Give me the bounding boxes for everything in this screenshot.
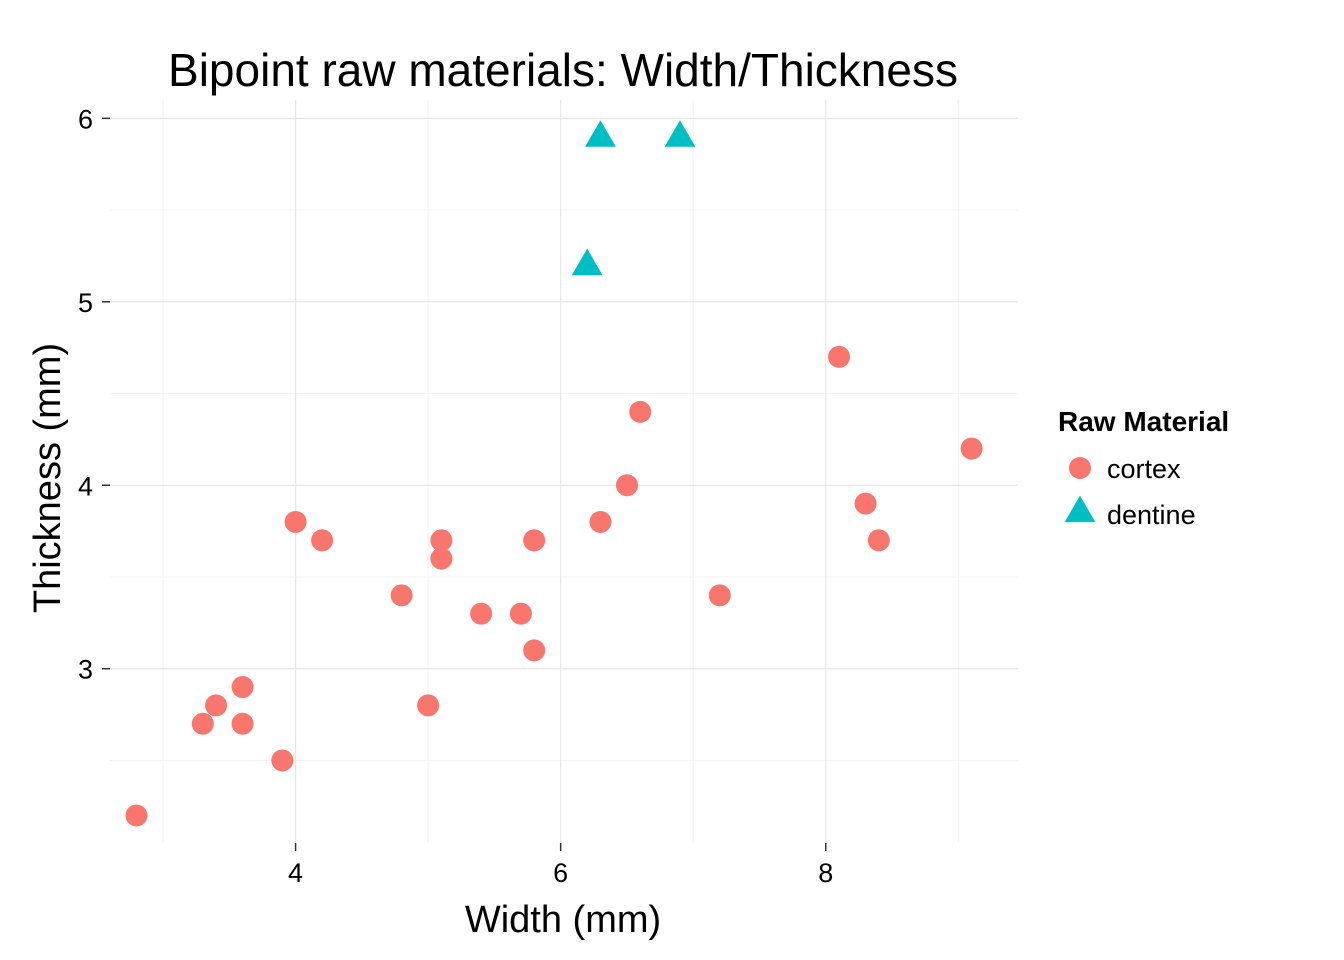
x-tick-label: 4 <box>288 858 303 888</box>
data-point-cortex <box>430 547 453 570</box>
legend-key-dentine <box>1064 495 1096 523</box>
data-point-cortex <box>284 510 307 533</box>
y-tick-label: 5 <box>78 288 93 318</box>
data-point-cortex <box>271 749 294 772</box>
legend-title: Raw Material <box>1058 406 1229 437</box>
data-point-cortex <box>615 474 638 497</box>
y-axis-title: Thickness (mm) <box>27 343 69 613</box>
data-point-dentine <box>585 120 616 147</box>
data-points <box>125 120 983 827</box>
y-tick-label: 6 <box>78 104 93 134</box>
x-tick-label: 8 <box>818 858 833 888</box>
chart-title: Bipoint raw materials: Width/Thickness <box>168 44 958 96</box>
grid <box>110 100 1018 843</box>
x-axis-title: Width (mm) <box>465 899 661 941</box>
data-point-cortex <box>867 529 890 552</box>
data-point-cortex <box>708 584 731 607</box>
data-point-cortex <box>854 492 877 515</box>
x-tick-label: 6 <box>553 858 568 888</box>
legend-label-dentine: dentine <box>1107 500 1196 530</box>
data-point-cortex <box>231 712 254 735</box>
data-point-cortex <box>589 510 612 533</box>
data-point-cortex <box>470 602 493 625</box>
data-point-cortex <box>125 804 148 827</box>
data-point-cortex <box>523 639 546 662</box>
data-point-cortex <box>509 602 532 625</box>
y-tick-label: 3 <box>78 655 93 685</box>
data-point-cortex <box>311 529 334 552</box>
data-point-cortex <box>205 694 228 717</box>
data-point-cortex <box>523 529 546 552</box>
data-point-cortex <box>629 400 652 423</box>
data-point-cortex <box>960 437 983 460</box>
data-point-dentine <box>571 248 603 276</box>
legend: Raw Material cortex dentine <box>1058 406 1229 530</box>
data-point-cortex <box>417 694 440 717</box>
data-point-cortex <box>191 712 214 735</box>
legend-key-cortex <box>1069 457 1091 479</box>
data-point-dentine <box>664 120 696 147</box>
data-point-cortex <box>430 529 453 552</box>
data-point-cortex <box>231 676 254 699</box>
axes: 4 6 8 3 4 5 6 <box>78 104 833 888</box>
data-point-cortex <box>828 345 851 368</box>
legend-label-cortex: cortex <box>1107 454 1181 484</box>
data-point-cortex <box>390 584 413 607</box>
y-tick-label: 4 <box>78 471 93 501</box>
